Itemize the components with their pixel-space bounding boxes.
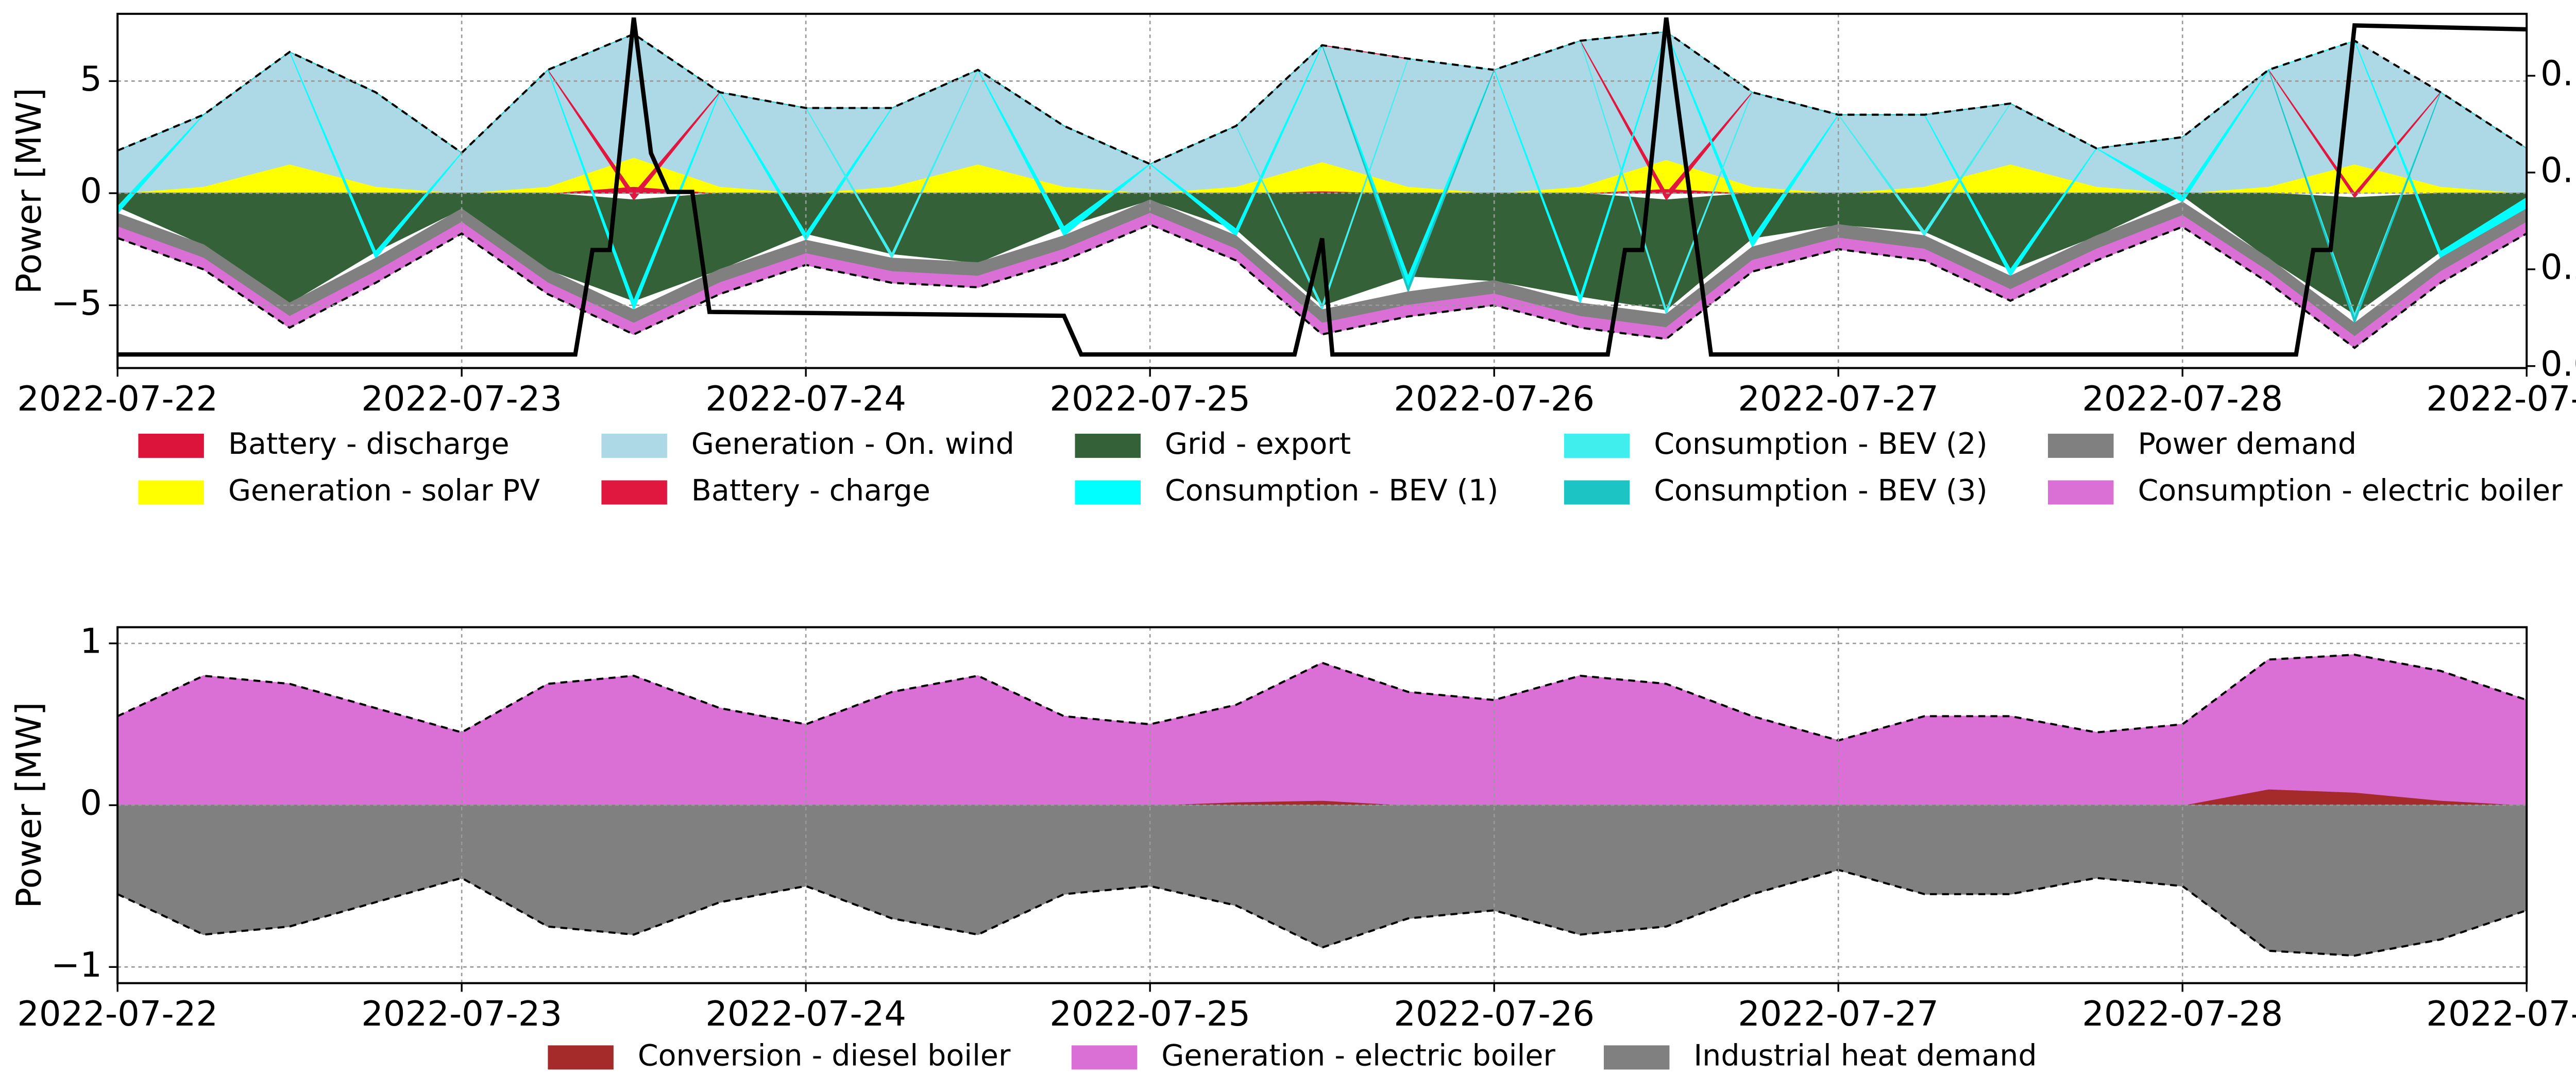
- x-tick-label: 2022-07-23: [361, 994, 562, 1034]
- legend-swatch: [2048, 480, 2114, 505]
- y-axis-label: Power [MW]: [9, 702, 49, 909]
- x-tick-label: 2022-07-27: [1738, 994, 1939, 1034]
- y2-tick-label: 0.75: [2540, 54, 2576, 94]
- x-tick-label: 2022-07-25: [1049, 994, 1250, 1034]
- legend-label: Conversion - diesel boiler: [638, 1039, 1011, 1073]
- legend-swatch: [601, 480, 667, 505]
- x-tick-label: 2022-07-24: [705, 994, 906, 1034]
- legend-label: Battery - charge: [691, 474, 930, 508]
- total-outline: [117, 868, 2527, 957]
- x-tick-label: 2022-07-24: [705, 379, 906, 419]
- x-tick-label: 2022-07-29: [2426, 994, 2576, 1034]
- y2-tick-label: 0.00: [2540, 344, 2576, 384]
- legend-label: Grid - export: [1165, 427, 1351, 461]
- x-tick-label: 2022-07-22: [17, 994, 218, 1034]
- legend-label: Generation - On. wind: [691, 427, 1014, 461]
- legend-swatch: [548, 1045, 614, 1070]
- legend-swatch: [601, 433, 667, 458]
- legend-label: Consumption - BEV (3): [1654, 474, 1987, 508]
- y-tick-label: 0: [80, 171, 102, 211]
- x-tick-label: 2022-07-26: [1394, 379, 1595, 419]
- plot-frame: [116, 12, 2528, 369]
- y2-tick-label: 0.25: [2540, 247, 2576, 287]
- legend-label: Consumption - BEV (1): [1165, 474, 1498, 508]
- x-tick-label: 2022-07-29: [2426, 379, 2576, 419]
- x-tick-label: 2022-07-22: [17, 379, 218, 419]
- line: [117, 17, 2527, 357]
- x-tick-label: 2022-07-28: [2082, 994, 2283, 1034]
- total-outline: [117, 30, 2528, 165]
- y-tick-label: 5: [80, 59, 102, 99]
- x-tick-label: 2022-07-26: [1394, 994, 1595, 1034]
- x-tick-label: 2022-07-25: [1049, 379, 1250, 419]
- legend-swatch: [1564, 433, 1630, 458]
- y-tick-label: 1: [80, 621, 102, 661]
- legend-swatch: [2048, 433, 2114, 458]
- legend-swatch: [138, 433, 204, 458]
- y-tick-label: −5: [51, 283, 102, 323]
- x-tick-label: 2022-07-27: [1738, 379, 1939, 419]
- total-outline: [117, 223, 2528, 349]
- x-tick-label: 2022-07-28: [2082, 379, 2283, 419]
- legend-swatch: [1071, 1045, 1138, 1070]
- legend-swatch: [138, 480, 204, 505]
- y-tick-label: 0: [80, 783, 102, 823]
- legend-label: Industrial heat demand: [1693, 1039, 2037, 1073]
- legend-label: Generation - electric boiler: [1161, 1039, 1555, 1073]
- legend-label: Generation - solar PV: [228, 474, 540, 508]
- legend-label: Power demand: [2138, 427, 2357, 461]
- legend-label: Consumption - BEV (2): [1654, 427, 1987, 461]
- x-tick-label: 2022-07-23: [361, 379, 562, 419]
- y-axis-label: Power [MW]: [9, 88, 49, 294]
- legend-swatch: [1564, 480, 1630, 505]
- legend-swatch: [1603, 1045, 1670, 1070]
- y-tick-label: −1: [51, 945, 102, 985]
- legend-swatch: [1075, 480, 1141, 505]
- y2-tick-label: 0.50: [2540, 150, 2576, 191]
- legend-label: Consumption - electric boiler: [2138, 474, 2563, 508]
- legend-label: Battery - discharge: [228, 427, 510, 461]
- total-outline: [117, 654, 2527, 742]
- legend-swatch: [1075, 433, 1141, 458]
